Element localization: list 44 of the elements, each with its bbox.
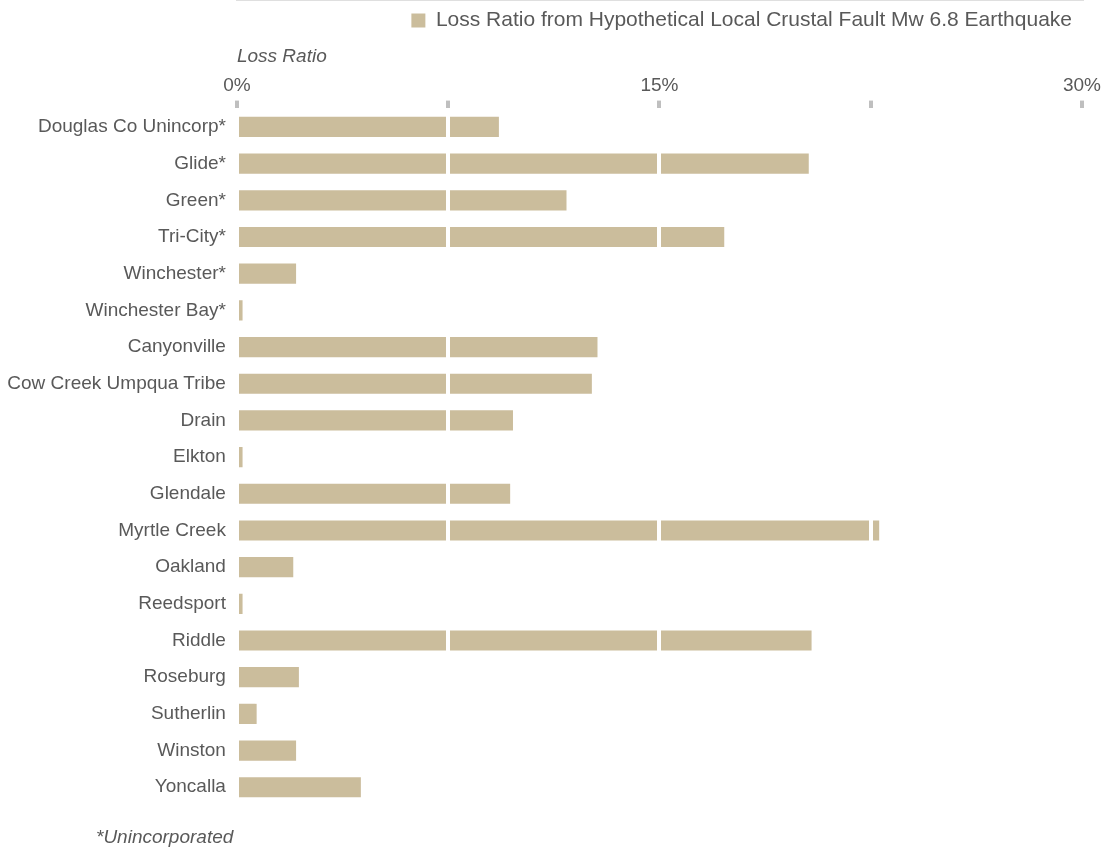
y-tick-label: Roseburg <box>143 665 226 687</box>
legend-label: Loss Ratio from Hypothetical Local Crustal Fault Mw 6.8 Earthquake <box>435 7 1072 31</box>
y-tick-label: Elkton <box>173 445 226 467</box>
bar <box>238 667 299 688</box>
y-tick-label: Winchester* <box>123 261 227 283</box>
bar <box>238 226 725 248</box>
bar <box>238 263 297 284</box>
y-tick-label: Sutherlin <box>150 702 226 724</box>
x-tick-label: 30% <box>1062 74 1102 96</box>
y-tick-label: Oakland <box>155 555 226 577</box>
bar <box>238 483 511 504</box>
x-tick-label: 15% <box>640 74 679 96</box>
bar <box>238 373 592 394</box>
y-tick-label: Riddle <box>172 628 226 650</box>
y-tick-label: Canyonville <box>127 335 226 357</box>
bar <box>238 300 243 321</box>
bar <box>238 557 294 578</box>
bar <box>238 410 513 431</box>
bar <box>238 777 361 798</box>
y-tick-label: Tri-City* <box>158 225 227 247</box>
y-tick-label: Reedsport <box>138 592 227 614</box>
bar <box>238 740 297 761</box>
y-tick-label: Winston <box>157 738 226 760</box>
y-tick-label: Myrtle Creek <box>118 518 227 540</box>
y-tick-label: Winchester Bay* <box>85 298 227 320</box>
y-tick-label: Green* <box>165 188 227 210</box>
bar <box>238 447 243 468</box>
bar <box>238 190 567 211</box>
x-tick-label: 0% <box>223 74 251 96</box>
y-tick-label: Glendale <box>149 482 226 504</box>
bar <box>238 116 499 138</box>
y-tick-label: Douglas Co Unincorp* <box>37 115 227 137</box>
bar <box>238 630 812 651</box>
x-axis-title: Loss Ratio <box>236 44 327 66</box>
bar <box>238 520 880 541</box>
bar <box>238 703 257 724</box>
y-tick-label: Yoncalla <box>154 775 227 797</box>
y-tick-label: Cow Creek Umpqua Tribe <box>7 371 226 393</box>
bar <box>238 593 243 614</box>
bar <box>238 336 598 358</box>
bar <box>238 153 809 174</box>
y-tick-label: Drain <box>180 408 226 430</box>
y-tick-label: Glide* <box>174 151 227 173</box>
text: *Unincorporated <box>96 826 234 848</box>
